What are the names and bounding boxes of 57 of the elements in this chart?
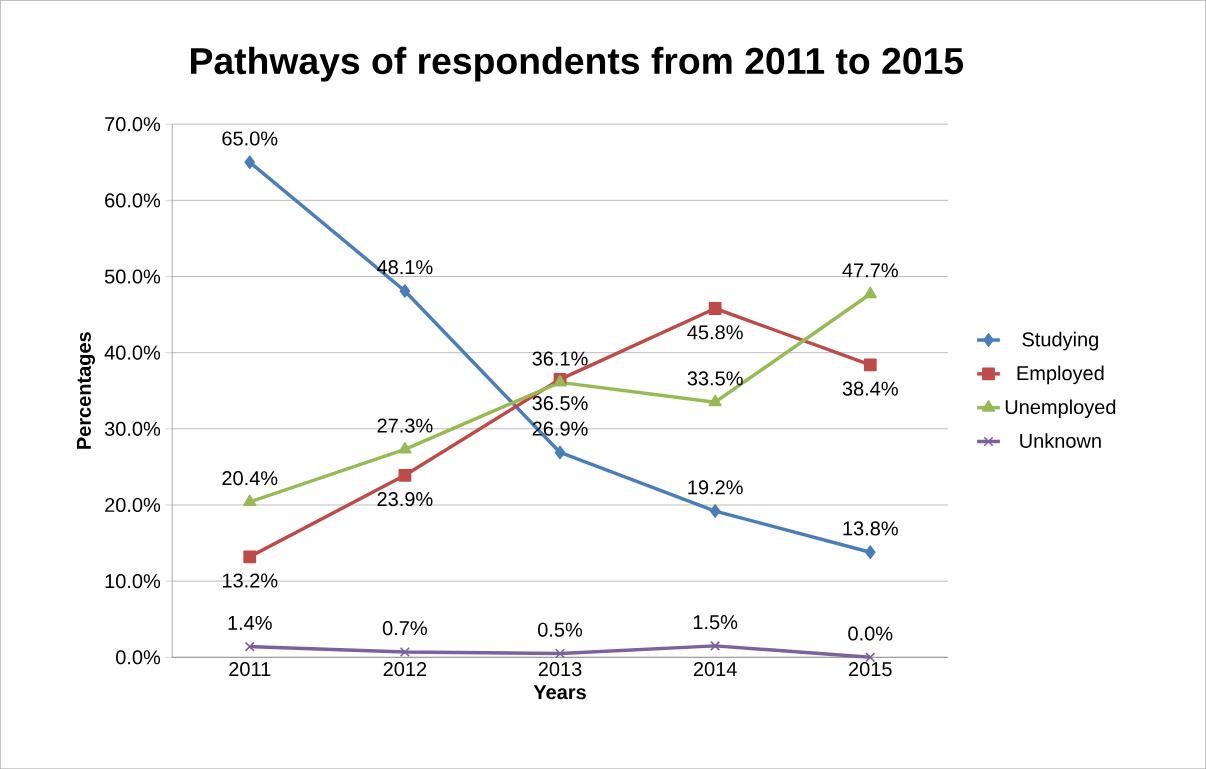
point <box>708 394 722 407</box>
x-axis-title: Years <box>533 685 586 700</box>
data-label: 1.4% <box>228 615 272 630</box>
point <box>243 550 257 564</box>
point <box>864 545 876 559</box>
point <box>398 468 412 482</box>
legend-label: Studying <box>1022 331 1098 351</box>
data-label: 36.5% <box>532 395 588 411</box>
data-label: 19.2% <box>688 480 743 495</box>
point <box>863 286 877 299</box>
x-tick-label: 2015 <box>849 661 892 677</box>
legend-label: Unknown <box>1020 433 1101 448</box>
y-axis-title: Percentages <box>76 332 95 449</box>
x-tick-label: 2011 <box>229 661 271 677</box>
x-tick-label: 2013 <box>538 661 582 677</box>
point <box>710 640 721 651</box>
data-label: 33.5% <box>687 371 743 386</box>
data-label: 0.0% <box>848 626 893 641</box>
y-tick-label: 50.0% <box>104 269 161 284</box>
legend-label: Unemployed <box>1005 399 1116 418</box>
y-tick-label: 60.0% <box>105 193 161 208</box>
data-label: 38.4% <box>842 381 898 396</box>
data-label: 13.2% <box>222 573 278 588</box>
data-label: 65.0% <box>222 131 278 146</box>
data-label: 1.5% <box>693 615 738 630</box>
point <box>708 302 722 315</box>
point <box>399 646 410 657</box>
y-tick-label: 20.0% <box>105 497 161 512</box>
point <box>398 441 412 454</box>
x-tick-label: 2012 <box>383 661 427 677</box>
x-tick-label: 2014 <box>693 661 737 677</box>
data-label: 0.7% <box>382 621 427 636</box>
point <box>865 652 876 663</box>
data-label: 0.5% <box>538 622 583 637</box>
point <box>554 445 566 460</box>
chart-title: Pathways of respondents from 2011 to 2015 <box>191 46 964 82</box>
point <box>554 648 566 659</box>
y-tick-label: 10.0% <box>105 573 161 589</box>
point <box>399 284 411 298</box>
data-label: 36.1% <box>532 351 588 366</box>
point <box>244 155 256 169</box>
y-tick-label: 40.0% <box>104 345 161 360</box>
data-label: 23.9% <box>377 491 433 507</box>
point <box>709 504 721 518</box>
data-label: 48.1% <box>377 260 433 275</box>
y-tick-label: 0.0% <box>116 650 161 665</box>
data-label: 27.3% <box>377 418 433 433</box>
point <box>244 641 255 652</box>
data-label: 13.8% <box>843 521 898 536</box>
data-label: 20.4% <box>222 470 278 486</box>
y-tick-label: 70.0% <box>105 117 161 132</box>
legend-label: Employed <box>1017 365 1104 385</box>
data-label: 47.7% <box>842 263 898 278</box>
y-tick-label: 30.0% <box>104 421 161 436</box>
point <box>863 358 877 372</box>
data-label: 45.8% <box>687 325 743 340</box>
point <box>243 494 257 506</box>
